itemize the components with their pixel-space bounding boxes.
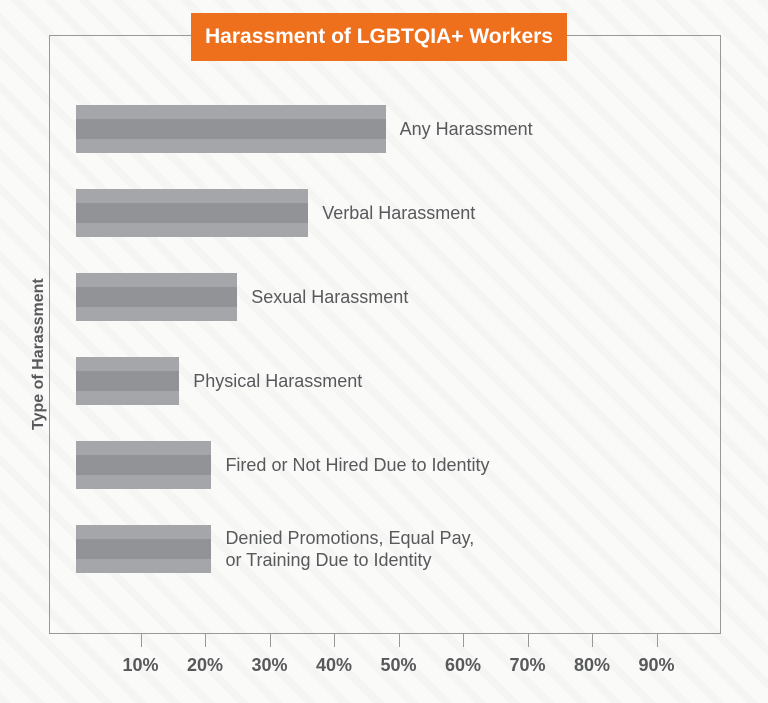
x-tick: [334, 633, 335, 647]
bar-inner-stripe: [76, 455, 211, 475]
x-tick: [657, 633, 658, 647]
bar-label: Verbal Harassment: [322, 202, 475, 225]
x-tick-label: 50%: [380, 655, 416, 676]
x-tick-label: 80%: [574, 655, 610, 676]
x-tick-label: 90%: [638, 655, 674, 676]
x-tick: [592, 633, 593, 647]
bar-inner-stripe: [76, 371, 179, 391]
x-tick-label: 20%: [187, 655, 223, 676]
x-axis-line: [49, 633, 721, 634]
harassment-bar-chart: Harassment of LGBTQIA+ Workers Type of H…: [0, 0, 768, 703]
chart-title-text: Harassment of LGBTQIA+ Workers: [205, 25, 553, 49]
bar-inner-stripe: [76, 287, 237, 307]
bar: [76, 525, 211, 573]
x-tick: [270, 633, 271, 647]
bar-label: Denied Promotions, Equal Pay, or Trainin…: [225, 527, 474, 572]
bar-inner-stripe: [76, 203, 308, 223]
x-tick-label: 40%: [316, 655, 352, 676]
bar: [76, 189, 308, 237]
x-tick: [141, 633, 142, 647]
chart-title: Harassment of LGBTQIA+ Workers: [191, 13, 567, 61]
bar: [76, 441, 211, 489]
bar: [76, 357, 179, 405]
x-tick: [528, 633, 529, 647]
bar-label: Fired or Not Hired Due to Identity: [225, 454, 489, 477]
x-tick: [463, 633, 464, 647]
bar-label: Any Harassment: [400, 118, 533, 141]
bar-inner-stripe: [76, 539, 211, 559]
x-tick-label: 60%: [445, 655, 481, 676]
bar: [76, 105, 386, 153]
x-tick-label: 30%: [251, 655, 287, 676]
bar-label: Physical Harassment: [193, 370, 362, 393]
x-tick-label: 10%: [122, 655, 158, 676]
bar-inner-stripe: [76, 119, 386, 139]
bar-label: Sexual Harassment: [251, 286, 408, 309]
bar: [76, 273, 237, 321]
x-tick: [205, 633, 206, 647]
y-axis-label: Type of Harassment: [30, 278, 48, 430]
x-tick-label: 70%: [509, 655, 545, 676]
x-tick: [399, 633, 400, 647]
